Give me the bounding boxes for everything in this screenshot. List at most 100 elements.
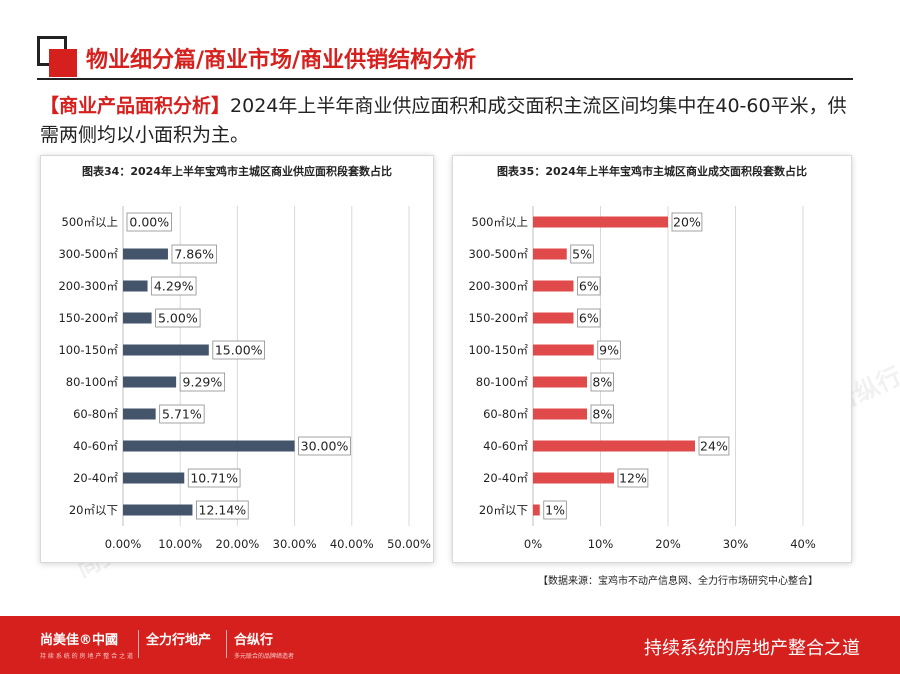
footer-divider xyxy=(138,630,139,658)
x-tick-label: 10% xyxy=(588,537,614,551)
data-label: 12.14% xyxy=(199,503,247,518)
bar xyxy=(533,440,695,452)
footer-divider xyxy=(226,630,227,658)
bar xyxy=(533,280,574,292)
x-tick-label: 40.00% xyxy=(330,537,374,551)
bar xyxy=(533,248,567,260)
y-category-label: 40-60㎡ xyxy=(483,439,528,453)
data-label: 24% xyxy=(700,439,728,454)
chart-panel-transaction: 图表35：2024年上半年宝鸡市主城区商业成交面积段套数占比 0% 10% 20% 3… xyxy=(452,155,852,563)
y-category-label: 20-40㎡ xyxy=(73,471,118,485)
y-category-label: 300-500㎡ xyxy=(58,247,118,261)
data-label-box xyxy=(597,340,621,360)
footer-brand-shangmeijia: 尚美佳®中國 xyxy=(40,633,119,648)
y-category-label: 60-80㎡ xyxy=(483,407,528,421)
header-divider xyxy=(37,78,853,80)
data-label-box xyxy=(126,212,172,232)
x-tick-label: 50.00% xyxy=(387,537,431,551)
data-label: 10.71% xyxy=(190,471,238,486)
bar xyxy=(533,344,594,356)
x-tick-label: 10.00% xyxy=(158,537,202,551)
chart-panel-supply: 图表34：2024年上半年宝鸡市主城区商业供应面积段套数占比 0.00% 10.0… xyxy=(40,155,434,563)
data-label-box xyxy=(590,372,615,392)
bar xyxy=(533,504,540,516)
bar xyxy=(123,376,177,388)
bar xyxy=(533,216,668,228)
x-tick-label: 20% xyxy=(655,537,681,551)
bar xyxy=(123,472,185,484)
data-label: 6% xyxy=(579,311,599,326)
y-category-label: 80-100㎡ xyxy=(476,375,529,389)
bar xyxy=(123,408,156,420)
data-label: 20% xyxy=(673,215,701,230)
data-label: 6% xyxy=(579,279,599,294)
data-label-box xyxy=(698,436,730,456)
data-label-box xyxy=(298,436,351,456)
bar xyxy=(123,312,152,324)
data-label: 8% xyxy=(592,375,612,390)
y-category-label: 20㎡以下 xyxy=(479,503,528,517)
footer-brand-hezongxing-sub: 多元联合的品牌缔造者 xyxy=(234,653,295,660)
data-label-box xyxy=(171,244,217,264)
data-label-box xyxy=(179,372,226,392)
data-label: 4.29% xyxy=(154,279,194,294)
footer-brand-hezongxing: 合纵行 xyxy=(234,633,274,648)
data-label-box xyxy=(671,212,703,232)
bar xyxy=(533,472,614,484)
y-category-label: 40-60㎡ xyxy=(73,439,118,453)
y-category-label: 20㎡以下 xyxy=(69,503,118,517)
data-label: 9.29% xyxy=(183,375,223,390)
bar xyxy=(533,312,574,324)
y-category-label: 60-80㎡ xyxy=(73,407,118,421)
y-category-label: 100-150㎡ xyxy=(468,343,528,357)
bar xyxy=(123,344,209,356)
data-label: 5% xyxy=(572,247,592,262)
y-category-label: 150-200㎡ xyxy=(58,311,118,325)
bar xyxy=(123,248,168,260)
header-logo-square-red xyxy=(49,49,77,77)
chart-transaction-svg: 0% 10% 20% 30% 40% 500㎡以上 20% 300-500㎡ 5% 200-300… xyxy=(468,206,816,551)
data-label: 15.00% xyxy=(215,343,263,358)
footer-bar: 尚美佳®中國 持 续 系 统 的 房 地 产 整 合 之 道 全力行地产 合纵行… xyxy=(0,616,900,674)
y-category-label: 200-300㎡ xyxy=(58,279,118,293)
data-label-box xyxy=(590,404,615,424)
footer-slogan: 持续系统的房地产整合之道 xyxy=(644,638,860,659)
x-tick-label: 0% xyxy=(524,537,542,551)
chart-title-transaction: 图表35：2024年上半年宝鸡市主城区商业成交面积段套数占比 xyxy=(497,165,807,178)
data-label: 30.00% xyxy=(301,439,349,454)
data-label-box xyxy=(196,500,249,520)
chart-title-supply: 图表34：2024年上半年宝鸡市主城区商业供应面积段套数占比 xyxy=(82,165,392,178)
x-tick-label: 30.00% xyxy=(273,537,317,551)
bar xyxy=(123,280,148,292)
data-label-box xyxy=(212,340,266,360)
y-category-label: 300-500㎡ xyxy=(468,247,528,261)
bar xyxy=(123,440,295,452)
y-category-label: 100-150㎡ xyxy=(58,343,118,357)
y-category-label: 500㎡以上 xyxy=(62,215,118,229)
bar xyxy=(533,408,587,420)
data-label: 1% xyxy=(545,503,565,518)
intro-tag: 【商业产品面积分析】 xyxy=(40,95,231,117)
data-label-box xyxy=(187,468,241,488)
data-label-box xyxy=(151,276,197,296)
x-tick-label: 30% xyxy=(723,537,749,551)
footer-brand-shangmeijia-sub: 持 续 系 统 的 房 地 产 整 合 之 道 xyxy=(40,653,133,660)
data-label-box xyxy=(570,244,594,264)
bar xyxy=(533,376,587,388)
data-label-box xyxy=(617,468,649,488)
x-tick-label: 0.00% xyxy=(105,537,142,551)
y-category-label: 500㎡以上 xyxy=(472,215,528,229)
data-label-box xyxy=(543,500,567,520)
data-label: 7.86% xyxy=(174,247,214,262)
data-label-box xyxy=(577,308,601,328)
footer-brand-quanlixing: 全力行地产 xyxy=(146,633,212,648)
bar xyxy=(123,504,193,516)
data-label: 5.00% xyxy=(158,311,198,326)
data-label-box xyxy=(155,308,201,328)
y-category-label: 150-200㎡ xyxy=(468,311,528,325)
intro-paragraph: 【商业产品面积分析】2024年上半年商业供应面积和成交面积主流区间均集中在40-… xyxy=(40,92,860,150)
data-label-box xyxy=(159,404,205,424)
y-category-label: 80-100㎡ xyxy=(66,375,119,389)
data-label: 9% xyxy=(599,343,619,358)
x-tick-label: 40% xyxy=(790,537,816,551)
